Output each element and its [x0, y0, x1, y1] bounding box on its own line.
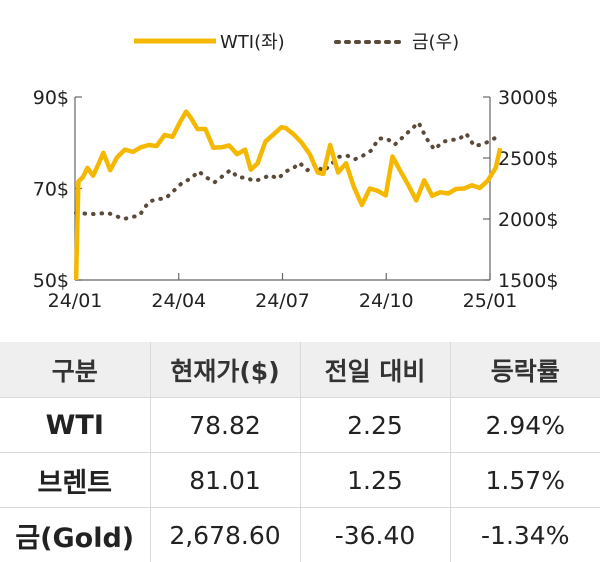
- column-header: 현재가($): [150, 342, 300, 398]
- row-name: 브렌트: [0, 453, 150, 508]
- table-header-row: 구분 현재가($) 전일 대비 등락률: [0, 342, 600, 398]
- left-y-tick-label: 50$: [33, 270, 69, 292]
- row-name: 금(Gold): [0, 508, 150, 562]
- x-tick-label: 24/10: [359, 290, 414, 312]
- change-cell: 1.25: [300, 453, 450, 508]
- left-y-tick-label: 90$: [33, 87, 69, 109]
- legend-label-wti: WTI(좌): [220, 32, 285, 53]
- x-tick-label: 24/04: [151, 290, 206, 312]
- change-cell: 2.25: [300, 398, 450, 453]
- gold-series: [76, 123, 500, 220]
- right-y-tick-label: 2000$: [498, 209, 558, 231]
- price-table: 구분 현재가($) 전일 대비 등락률 WTI 78.82 2.25 2.94%…: [0, 342, 600, 562]
- x-tick-label: 24/07: [255, 290, 310, 312]
- rate-cell: -1.34%: [450, 508, 600, 562]
- rate-cell: 2.94%: [450, 398, 600, 453]
- legend-label-gold: 금(우): [412, 32, 459, 53]
- rate-cell: 1.57%: [450, 453, 600, 508]
- row-name: WTI: [0, 398, 150, 453]
- oil-gold-line-chart: WTI(좌) 금(우) 90$ 70$ 50$ 3000$ 2500$ 2000$ 150…: [0, 0, 600, 330]
- right-y-tick-label: 3000$: [498, 87, 558, 109]
- gold-line: [76, 123, 500, 219]
- table-row: 브렌트 81.01 1.25 1.57%: [0, 453, 600, 508]
- change-cell: -36.40: [300, 508, 450, 562]
- right-y-axis: 3000$ 2500$ 2000$ 1500$: [483, 87, 558, 292]
- right-y-tick-label: 2500$: [498, 148, 558, 170]
- wti-series: [76, 112, 500, 281]
- table-row: WTI 78.82 2.25 2.94%: [0, 398, 600, 453]
- column-header: 등락률: [450, 342, 600, 398]
- x-tick-label: 24/01: [48, 290, 103, 312]
- chart-legend: WTI(좌) 금(우): [134, 32, 459, 53]
- price-cell: 2,678.60: [150, 508, 300, 562]
- table-row: 금(Gold) 2,678.60 -36.40 -1.34%: [0, 508, 600, 562]
- column-header: 구분: [0, 342, 150, 398]
- wti-line: [76, 112, 500, 280]
- column-header: 전일 대비: [300, 342, 450, 398]
- price-cell: 78.82: [150, 398, 300, 453]
- right-y-tick-label: 1500$: [498, 270, 558, 292]
- left-y-tick-label: 70$: [33, 179, 69, 201]
- price-cell: 81.01: [150, 453, 300, 508]
- x-tick-label: 25/01: [463, 290, 518, 312]
- x-axis: 24/01 24/04 24/07 24/10 25/01: [48, 273, 518, 312]
